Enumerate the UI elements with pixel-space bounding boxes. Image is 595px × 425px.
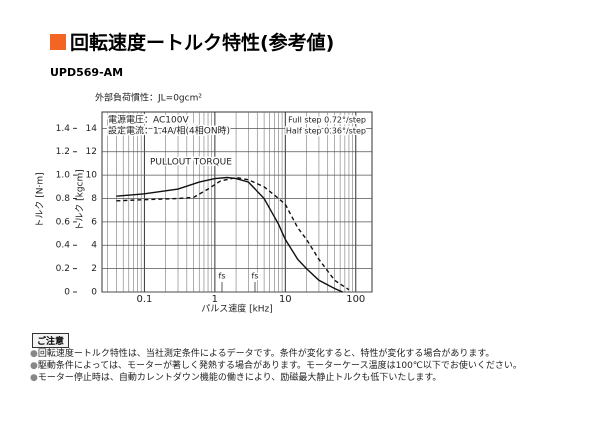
x-tick-label: 10: [279, 294, 292, 305]
y2-tick-label: 0.4: [56, 241, 71, 251]
y2-tick-label: 0.6: [56, 217, 71, 227]
y2-tick-label: 0: [64, 288, 70, 298]
annotation: 設定電流：1.4A/相(4相ON時): [108, 125, 230, 137]
y2-tick-label: 1.4: [56, 124, 71, 134]
y-tick-label: 6: [91, 217, 97, 227]
y2-tick-label: 1.2: [56, 147, 70, 157]
note: モーター停止時は、自動カレントダウン機能の働きにより、励磁最大静止トルクも低下い…: [30, 372, 522, 384]
plot-frame: [101, 111, 373, 293]
annotation: Half step 0.36°/step: [286, 127, 366, 136]
annotation: PULLOUT TORQUE: [150, 158, 232, 168]
y-tick-label: 2: [91, 264, 97, 274]
y-tick-label: 14: [86, 124, 98, 134]
chart: 0.1 1 10 100 0 2 4 6 8 10 12 14 0 0.2 0.4 0.6 0.8 1.0 1.2 1…: [35, 90, 373, 315]
y2-tick-label: 0.8: [56, 194, 71, 204]
torque-curve: [116, 176, 350, 291]
y-axis-label: トルク [kgcm]: [75, 169, 86, 231]
y2-axis-label: トルク [N·m]: [35, 172, 46, 227]
annotation: fs: [252, 272, 259, 281]
x-tick-label: 0.1: [136, 294, 152, 305]
caution-label: ご注意: [32, 333, 70, 348]
annotation: fs: [219, 272, 226, 281]
title-marker: [50, 34, 66, 50]
annotation: 外部負荷慣性：JL=0gcm²: [95, 92, 202, 104]
x-axis-label: パルス速度 [kHz]: [201, 303, 273, 315]
y-tick-label: 4: [91, 241, 97, 251]
torque-curve: [116, 176, 343, 293]
model: UPD569-AM: [50, 66, 124, 79]
y2-tick-label: 0.2: [56, 264, 70, 274]
title: 回転速度ートルク特性(参考値): [50, 28, 334, 55]
y-tick-label: 0: [91, 288, 97, 298]
annotation: 電源電圧：AC100V: [108, 115, 189, 126]
notes: 回転速度ートルク特性は、当社測定条件によるデータです。条件が変化すると、特性が変…: [30, 348, 522, 384]
y-tick-label: 12: [86, 147, 97, 157]
y2-tick-label: 1.0: [56, 171, 71, 181]
note: 回転速度ートルク特性は、当社測定条件によるデータです。条件が変化すると、特性が変…: [30, 348, 522, 360]
note: 駆動条件によっては、モーターが著しく発熱する場合があります。モーターケース温度は…: [30, 360, 522, 372]
y-tick-label: 8: [91, 194, 97, 204]
y-tick-label: 10: [86, 171, 98, 181]
x-tick-label: 1: [212, 294, 218, 305]
x-tick-label: 100: [346, 294, 365, 305]
annotation: Full step 0.72°/step: [288, 116, 366, 125]
title-text: 回転速度ートルク特性(参考値): [70, 32, 335, 54]
